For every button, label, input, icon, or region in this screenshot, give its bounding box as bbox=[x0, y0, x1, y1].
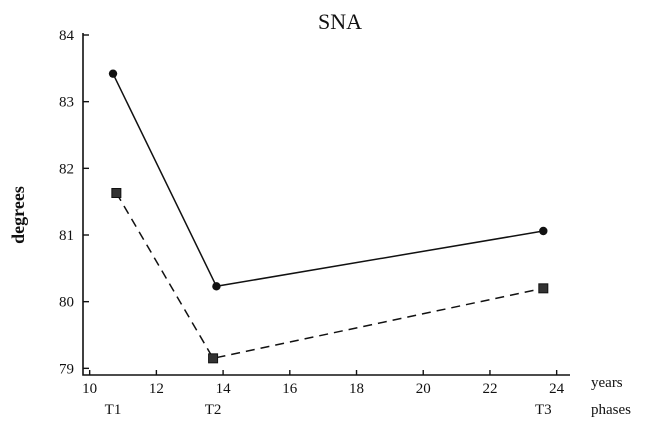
x-tick-label: 22 bbox=[482, 381, 497, 397]
x-tick-label: 10 bbox=[82, 381, 97, 397]
x-tick-label: 16 bbox=[282, 381, 298, 397]
phase-axis-label: phases bbox=[591, 402, 631, 418]
series-1-point bbox=[539, 226, 548, 236]
phase-label: T2 bbox=[205, 402, 222, 418]
x-tick-label: 12 bbox=[149, 381, 164, 397]
series-layer bbox=[108, 69, 549, 364]
axes bbox=[82, 33, 570, 376]
y-tick-label: 83 bbox=[59, 95, 74, 111]
series-2-point bbox=[111, 188, 122, 198]
series-2-point bbox=[208, 353, 219, 364]
phase-labels: T1 T2 T3 bbox=[105, 402, 552, 418]
series-2-point bbox=[538, 283, 549, 294]
series-line-1 bbox=[112, 73, 544, 288]
series-1-point bbox=[108, 69, 118, 78]
phase-label: T1 bbox=[105, 402, 122, 418]
phase-label: T3 bbox=[535, 402, 552, 418]
x-tick-label: 20 bbox=[416, 381, 431, 397]
y-tick-label: 84 bbox=[59, 28, 75, 44]
chart-title: SNA bbox=[318, 9, 362, 34]
y-axis-ticks: 79 80 81 82 83 84 bbox=[59, 28, 89, 377]
x-tick-label: 18 bbox=[349, 381, 364, 397]
x-axis-ticks: 10 12 14 16 18 20 22 24 bbox=[82, 370, 565, 397]
y-axis-label: degrees bbox=[8, 186, 28, 244]
x-tick-label: 24 bbox=[549, 381, 565, 397]
y-tick-label: 82 bbox=[59, 161, 74, 177]
x-axis-label: years bbox=[591, 375, 623, 391]
y-tick-label: 81 bbox=[59, 228, 74, 244]
y-tick-label: 80 bbox=[59, 295, 74, 311]
series-1-point bbox=[212, 282, 221, 291]
x-tick-label: 14 bbox=[216, 381, 232, 397]
series-line-2 bbox=[115, 192, 544, 360]
y-tick-label: 79 bbox=[59, 361, 74, 377]
